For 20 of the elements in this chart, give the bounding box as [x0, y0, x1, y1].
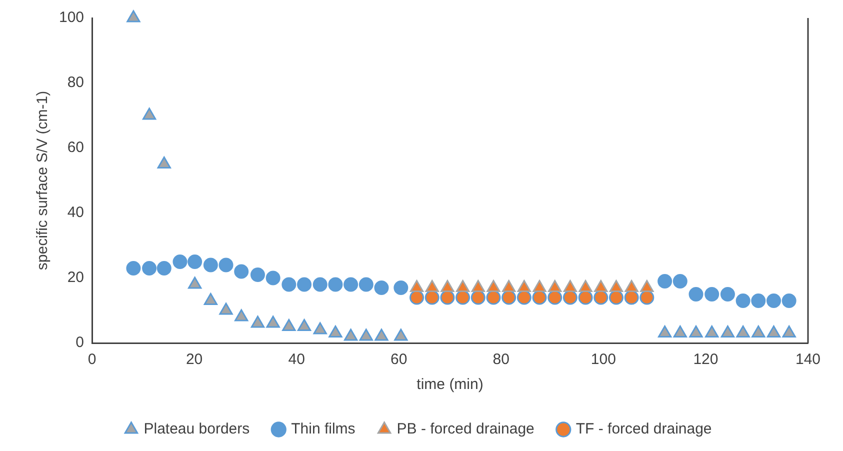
x-tick-label: 80: [492, 351, 510, 368]
x-tick-label: 40: [288, 351, 305, 368]
x-tick-label: 100: [590, 351, 616, 368]
legend-label: TF - forced drainage: [576, 420, 712, 438]
y-tick-label: 80: [67, 74, 84, 92]
legend-label: Plateau borders: [144, 420, 250, 438]
y-tick-label: 0: [76, 334, 84, 352]
y-tick-label: 60: [67, 139, 84, 156]
x-tick-label: 120: [693, 351, 718, 368]
y-tick-label: 20: [67, 269, 84, 286]
x-tick-label: 0: [88, 351, 96, 368]
legend-label: PB - forced drainage: [396, 420, 534, 438]
x-axis-title: time (min): [416, 376, 484, 394]
x-tick-label: 20: [186, 351, 203, 368]
x-tick-label: 60: [390, 351, 408, 368]
y-tick-label: 100: [58, 9, 84, 26]
legend-label: Thin films: [291, 420, 356, 438]
y-axis-title: specific surface S/V (cm-1): [34, 90, 52, 270]
x-tick-label: 140: [795, 351, 821, 368]
y-tick-label: 40: [67, 204, 84, 222]
